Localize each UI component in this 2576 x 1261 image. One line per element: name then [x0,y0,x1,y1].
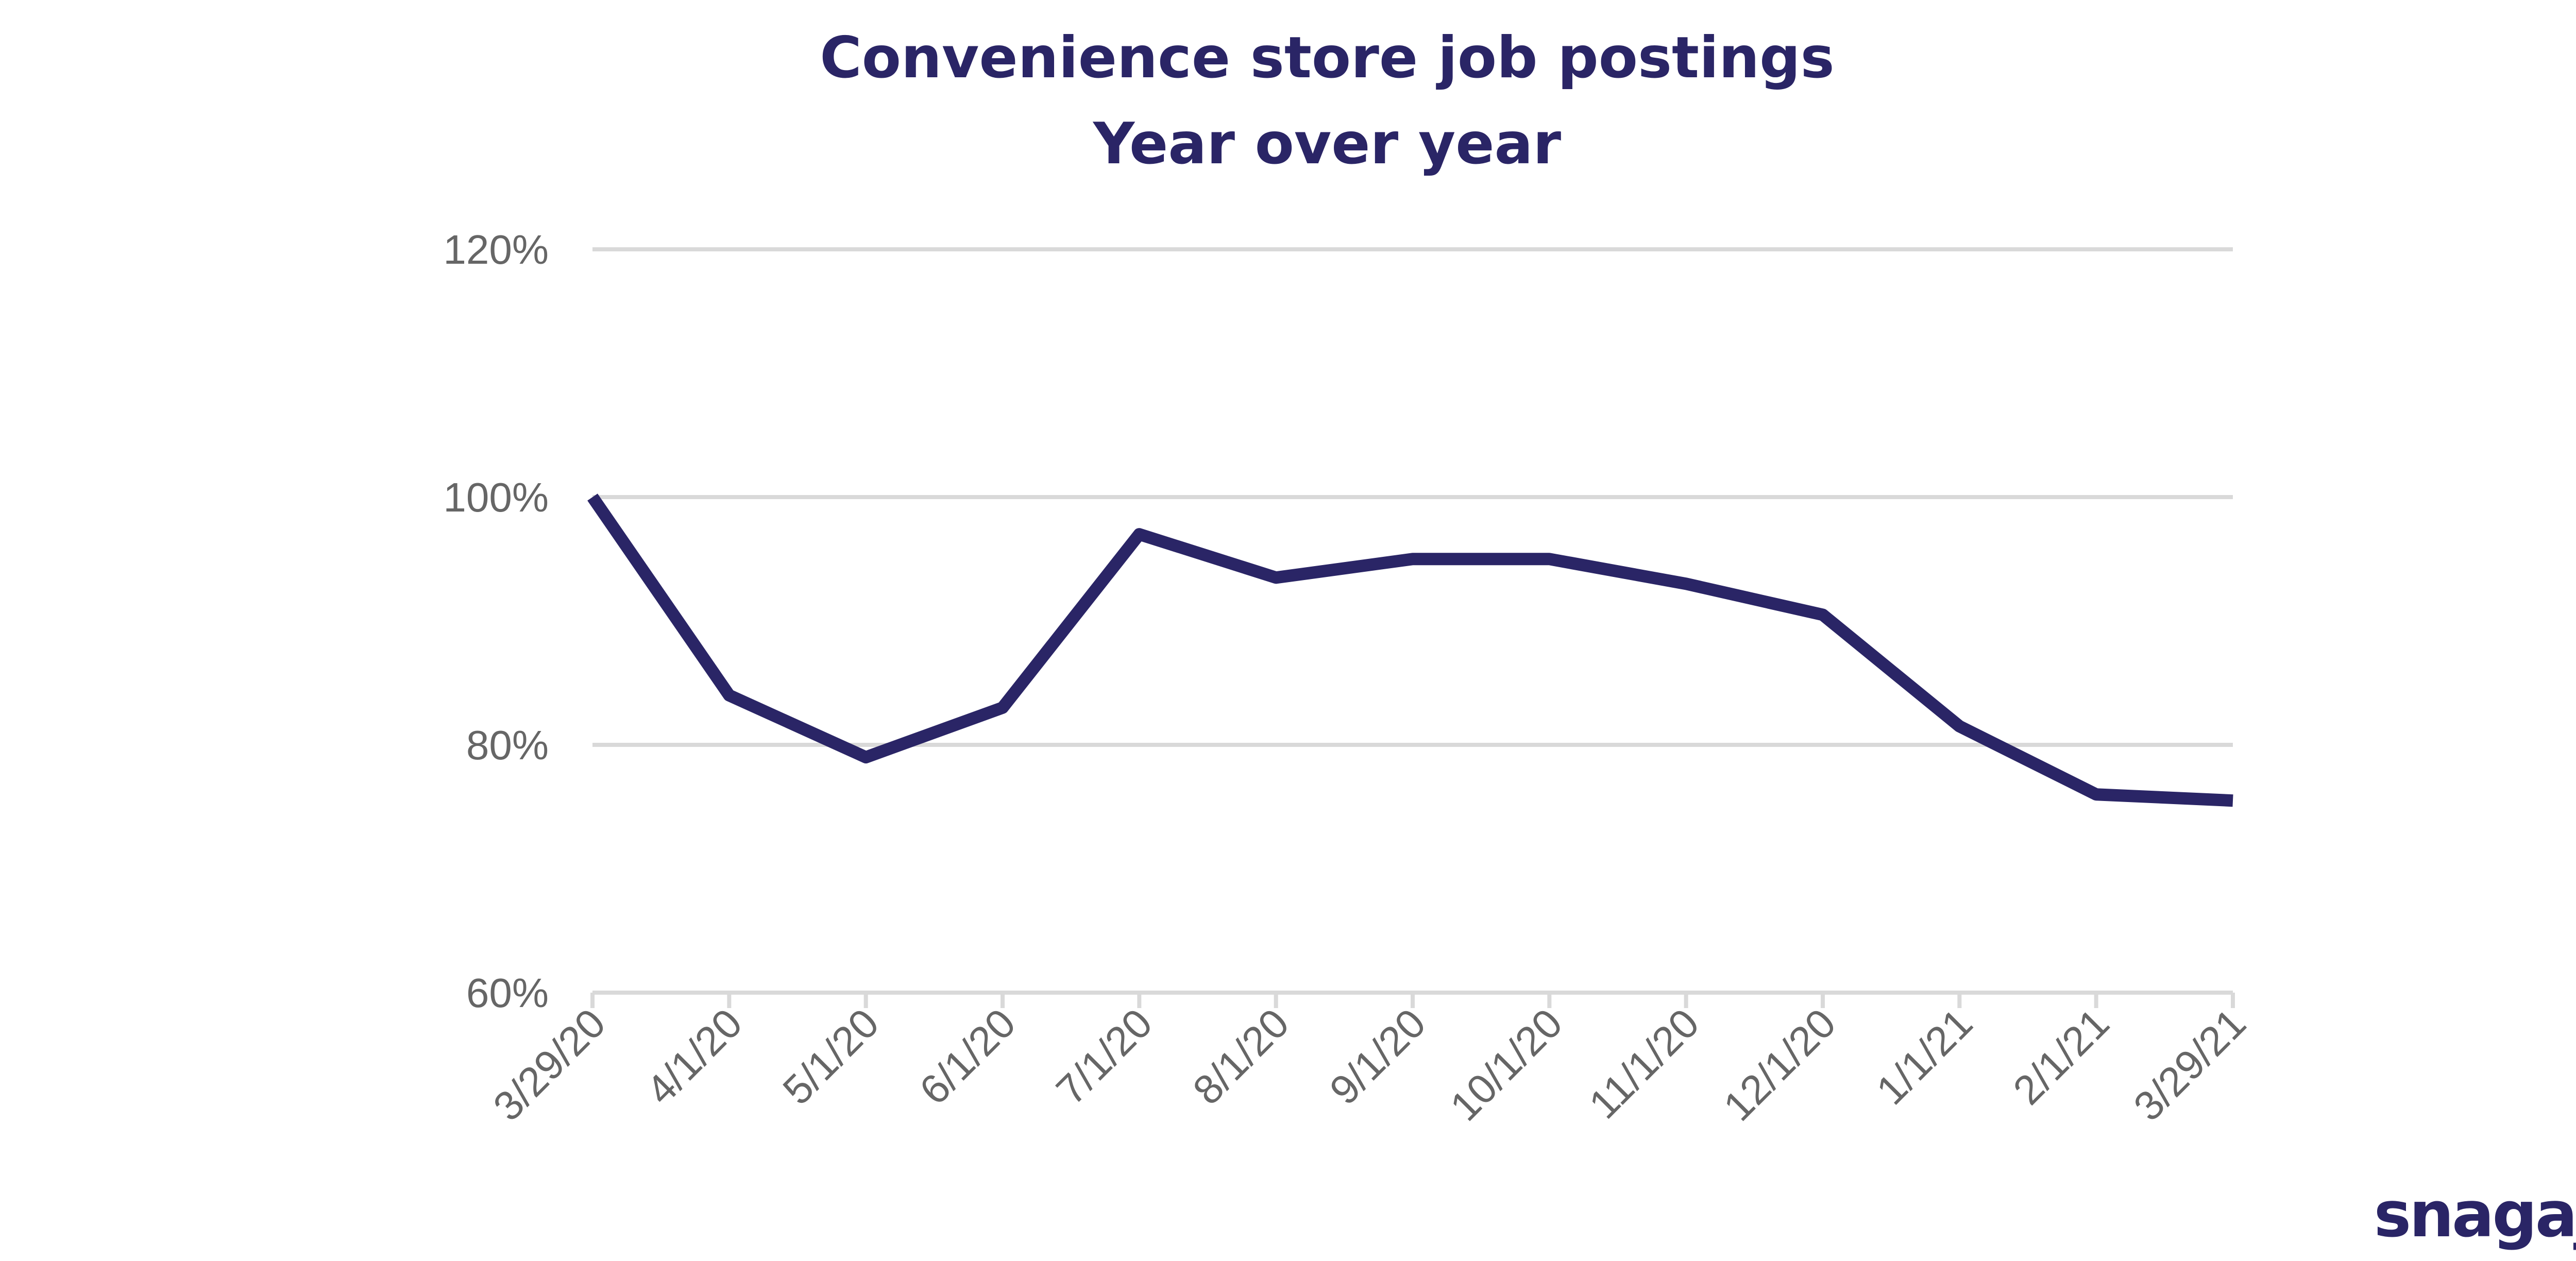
x-tick-label: 1/1/21 [1868,1000,1981,1113]
chart-subtitle: Year over year [1092,111,1562,177]
series-line [587,493,2233,807]
chart-title: Convenience store job postings [820,25,1834,91]
y-tick-label: 80% [466,722,549,768]
x-tick-label: 10/1/20 [1442,1000,1571,1130]
x-tick-label: 6/1/20 [911,1000,1024,1113]
y-tick-label: 100% [443,474,549,520]
y-tick-label: 120% [443,227,549,272]
x-axis-tick-labels: 3/29/20 4/1/20 5/1/20 6/1/20 7/1/20 8/1/20 9/1… [484,1000,2255,1130]
plot-area [587,493,2233,807]
snagajob-logo: snagajob [2374,1178,2576,1251]
x-axis [590,991,2235,1008]
x-tick-label: 2/1/21 [2004,1000,2117,1113]
x-tick-label: 11/1/20 [1580,1000,1707,1127]
x-tick-label: 3/29/20 [484,1000,614,1130]
y-tick-label: 60% [466,970,549,1016]
x-tick-label: 12/1/20 [1715,1000,1844,1130]
x-tick-label: 7/1/20 [1047,1000,1161,1113]
x-tick-label: 8/1/20 [1184,1000,1297,1113]
gridlines [592,247,2233,747]
y-axis-tick-labels: 60% 80% 100% 120% [443,227,549,1016]
x-tick-label: 4/1/20 [637,1000,751,1113]
x-tick-label: 3/29/21 [2125,1000,2255,1130]
x-tick-label: 9/1/20 [1321,1000,1434,1113]
x-tick-label: 5/1/20 [774,1000,887,1113]
